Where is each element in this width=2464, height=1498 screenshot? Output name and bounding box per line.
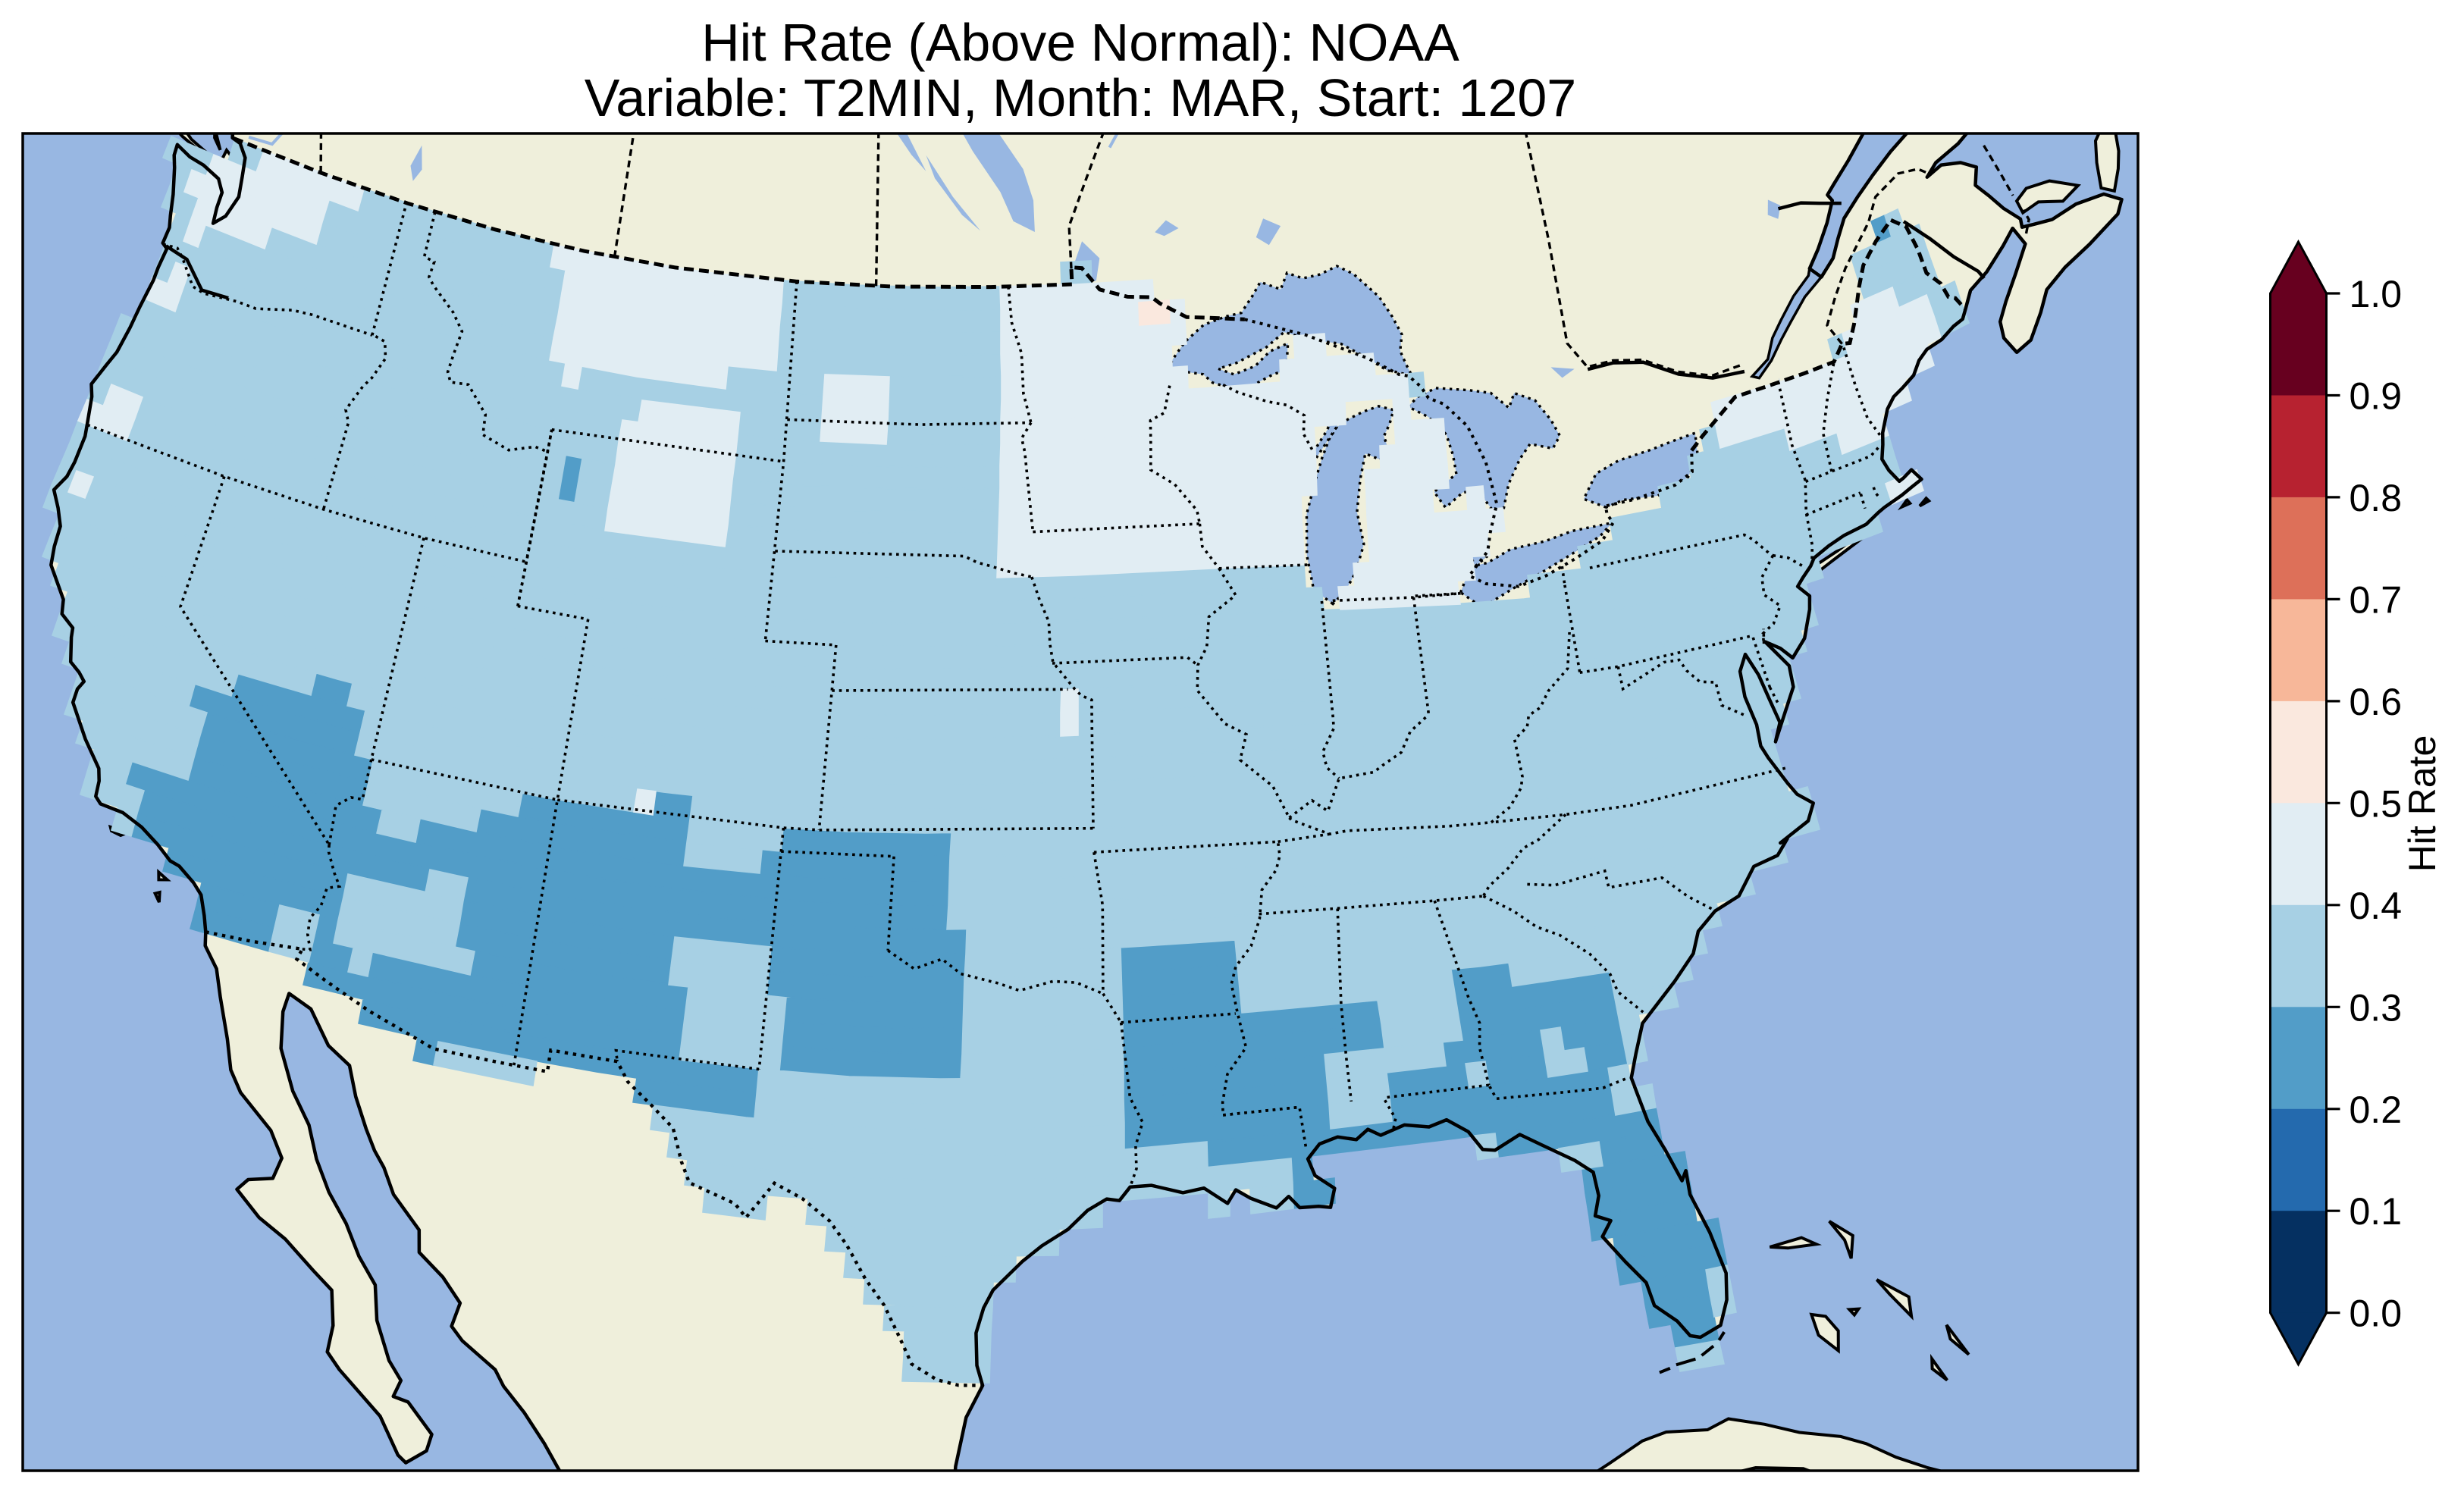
svg-text:Hit Rate (Above Normal): NOAA: Hit Rate (Above Normal): NOAA [701,13,1459,72]
svg-text:0.3: 0.3 [2350,986,2403,1029]
svg-text:0.6: 0.6 [2350,681,2403,723]
svg-text:1.0: 1.0 [2350,273,2403,315]
svg-text:0.5: 0.5 [2350,782,2403,825]
svg-text:0.8: 0.8 [2350,477,2403,519]
svg-text:0.9: 0.9 [2350,375,2403,418]
svg-text:0.1: 0.1 [2350,1190,2403,1233]
svg-text:0.4: 0.4 [2350,885,2403,927]
svg-text:0.2: 0.2 [2350,1089,2403,1131]
svg-text:Hit Rate: Hit Rate [2401,735,2444,873]
svg-text:0.0: 0.0 [2350,1293,2403,1335]
svg-text:0.7: 0.7 [2350,578,2403,621]
svg-text:Variable: T2MIN, Month: MAR, S: Variable: T2MIN, Month: MAR, Start: 1207 [585,68,1577,127]
